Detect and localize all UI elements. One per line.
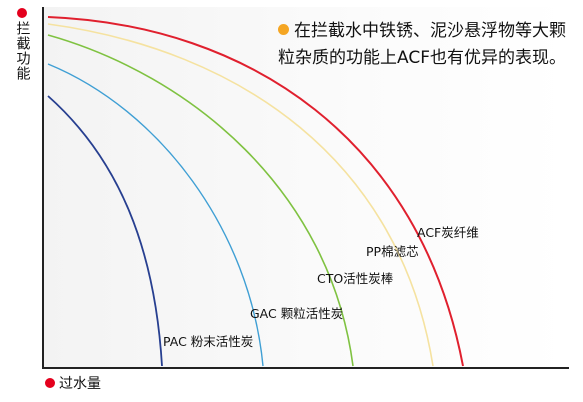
curve-label-pac: PAC 粉末活性炭	[163, 334, 253, 349]
x-axis-label: 过水量	[45, 373, 101, 393]
curve-label-pp: PP棉滤芯	[366, 244, 419, 259]
red-bullet-icon	[17, 8, 27, 18]
curve-pp	[47, 23, 434, 367]
y-axis-label: 拦截功能	[12, 8, 32, 81]
orange-bullet-icon	[278, 24, 289, 35]
y-axis-label-text: 拦截功能	[14, 21, 31, 81]
curve-cto	[47, 34, 354, 367]
curve-gac	[47, 63, 264, 367]
x-axis-label-text: 过水量	[59, 376, 101, 392]
curve-pac	[47, 95, 163, 367]
curve-label-cto: CTO活性炭棒	[317, 271, 394, 286]
red-bullet-icon	[45, 378, 55, 388]
curve-acf	[47, 16, 464, 367]
description-note: 在拦截水中铁锈、泥沙悬浮物等大颗粒杂质的功能上ACF也有优异的表现。	[278, 18, 568, 72]
description-note-text: 在拦截水中铁锈、泥沙悬浮物等大颗粒杂质的功能上ACF也有优异的表现。	[278, 21, 566, 68]
curve-label-gac: GAC 颗粒活性炭	[250, 306, 343, 321]
curve-label-acf: ACF炭纤维	[417, 225, 479, 240]
